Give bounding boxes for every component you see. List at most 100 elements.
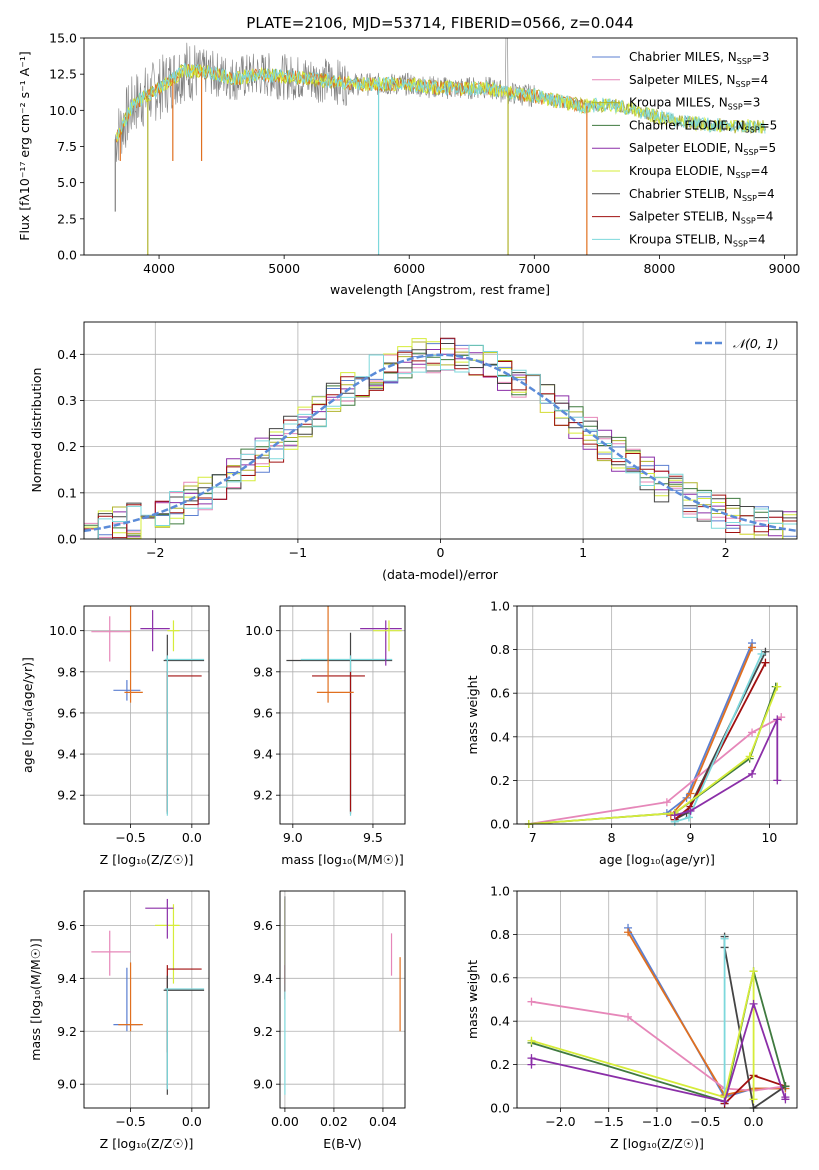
y-tick-label: 9.2 <box>253 788 273 803</box>
y-tick-label: 9.6 <box>253 705 273 720</box>
legend-count: =3 <box>752 50 770 64</box>
x-tick-label: 0.02 <box>320 1114 348 1129</box>
weight-line <box>528 686 779 825</box>
legend-entry: Chabrier STELIB, NSSP=4 <box>629 187 775 203</box>
legend-entry: Salpeter STELIB, NSSP=4 <box>629 210 773 226</box>
weight-marker <box>749 1095 758 1104</box>
weight-marker <box>527 1054 536 1063</box>
y-tick-label: 9.4 <box>57 747 77 762</box>
residual-histogram <box>84 348 797 539</box>
legend-name: Chabrier ELODIE <box>629 118 728 132</box>
y-tick-label: 9.4 <box>253 971 273 986</box>
panel-6 <box>276 891 405 1112</box>
legend-sub: SSP <box>737 57 752 66</box>
legend-name: Chabrier STELIB <box>629 187 725 201</box>
weight-marker <box>684 813 693 822</box>
weight-marker <box>781 1093 790 1102</box>
x-tick-label: 9 <box>687 830 695 845</box>
x-axis-label: Z [log₁₀(Z/Z☉)] <box>100 852 194 867</box>
y-tick-label: 5.0 <box>57 175 77 190</box>
y-tick-label: 12.5 <box>49 67 77 82</box>
weight-marker <box>745 752 754 761</box>
y-tick-label: 9.0 <box>253 1077 273 1092</box>
y-tick-label: 0.6 <box>490 970 510 985</box>
y-tick-label: 9.8 <box>253 664 273 679</box>
legend-sub: SSP <box>741 217 756 226</box>
x-tick-label: 5000 <box>268 261 300 276</box>
legend-name: Kroupa STELIB <box>629 232 716 246</box>
y-tick-label: 0.3 <box>57 393 77 408</box>
legend-count: =4 <box>757 187 775 201</box>
weight-marker <box>720 934 729 943</box>
y-tick-label: 0.2 <box>57 439 77 454</box>
legend-name: Kroupa ELODIE <box>629 164 719 178</box>
axes-frame <box>83 605 210 825</box>
y-tick-label: 10.0 <box>49 103 77 118</box>
legend-n: , N <box>711 96 728 110</box>
legend-sub: SSP <box>742 194 757 203</box>
panel-1 <box>80 322 798 543</box>
legend-name: Kroupa MILES <box>629 96 711 110</box>
weight-marker <box>749 999 758 1008</box>
model-spectrum <box>116 64 766 138</box>
weight-marker <box>761 658 770 667</box>
weight-marker <box>624 1012 633 1021</box>
y-tick-label: 9.2 <box>253 1024 273 1039</box>
y-tick-label: 9.4 <box>57 971 77 986</box>
weight-marker <box>748 728 757 737</box>
residual-histogram <box>84 344 797 539</box>
legend-n: , N <box>728 118 745 132</box>
y-tick-label: 0.6 <box>490 686 510 701</box>
axes-frame <box>279 605 406 825</box>
y-tick-label: 7.5 <box>57 139 77 154</box>
legend-n: , N <box>727 141 744 155</box>
legend-entry: Salpeter MILES, NSSP=4 <box>629 73 768 89</box>
legend-count: =3 <box>743 96 761 110</box>
y-tick-label: 0.0 <box>490 1101 510 1116</box>
legend-count: =4 <box>751 164 769 178</box>
y-tick-label: 9.6 <box>57 918 77 933</box>
weight-marker <box>773 682 782 691</box>
axes-frame <box>516 890 798 1109</box>
y-axis-label: Flux [fλ10⁻¹⁷ erg cm⁻² s⁻¹ A⁻¹] <box>17 51 32 240</box>
x-tick-label: 0.0 <box>744 1114 764 1129</box>
y-axis-label: Normed distribution <box>29 368 44 493</box>
x-tick-label: 8000 <box>643 261 675 276</box>
model-spectrum <box>116 63 766 140</box>
x-tick-label: 9.0 <box>283 830 303 845</box>
axes-frame <box>516 605 798 825</box>
x-tick-label: −0.5 <box>115 1114 145 1129</box>
y-tick-label: 0.0 <box>57 248 77 263</box>
panel-7 <box>513 890 797 1112</box>
y-tick-label: 9.2 <box>57 1024 77 1039</box>
legend-n: , N <box>720 50 737 64</box>
legend-entry: 𝒩(0, 1) <box>733 336 779 351</box>
x-axis-label: Z [log₁₀(Z/Z☉)] <box>100 1136 194 1151</box>
weight-line <box>528 716 782 825</box>
x-tick-label: 0 <box>437 545 445 560</box>
legend-sub: SSP <box>743 148 758 157</box>
panel-4 <box>513 605 797 828</box>
x-tick-label: −1.0 <box>642 1114 672 1129</box>
weight-marker <box>670 811 679 820</box>
y-tick-label: 0.2 <box>490 1057 510 1072</box>
weight-line <box>531 971 755 1100</box>
legend-sub: SSP <box>736 171 751 180</box>
x-tick-label: 9000 <box>769 261 801 276</box>
weight-line <box>627 931 786 1097</box>
y-tick-label: 9.6 <box>253 918 273 933</box>
x-tick-label: −1 <box>289 545 307 560</box>
y-tick-label: 15.0 <box>49 31 77 46</box>
legend-count: =4 <box>748 232 766 246</box>
y-tick-label: 0.0 <box>57 532 77 547</box>
panel-2 <box>80 606 209 828</box>
chart-title: PLATE=2106, MJD=53714, FIBERID=0566, z=0… <box>246 14 633 32</box>
y-tick-label: 10.0 <box>245 623 273 638</box>
y-tick-label: 2.5 <box>57 211 77 226</box>
axes-frame <box>83 321 798 540</box>
y-tick-label: 0.4 <box>490 1014 510 1029</box>
legend-entry: Kroupa ELODIE, NSSP=4 <box>629 164 768 180</box>
legend-n: , N <box>724 210 741 224</box>
x-tick-label: 0.00 <box>271 1114 299 1129</box>
